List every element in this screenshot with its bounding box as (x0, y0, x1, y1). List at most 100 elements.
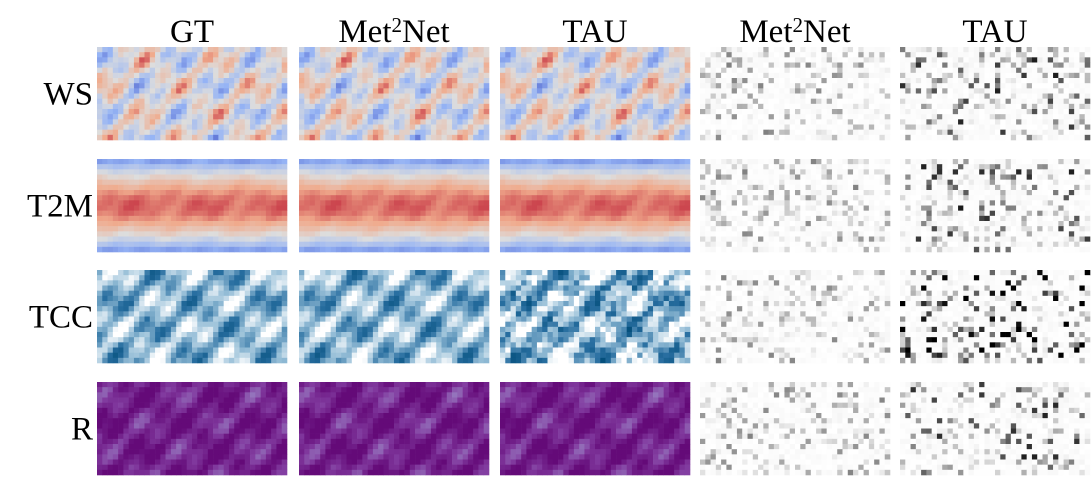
heatmap-cell (223, 62, 230, 68)
heatmap-cell (600, 72, 606, 79)
heatmap-cell (1079, 114, 1086, 120)
heatmap-cell (420, 134, 426, 141)
heatmap-cell (473, 205, 479, 211)
heatmap-cell (383, 124, 390, 130)
heatmap-cell (160, 179, 166, 186)
heatmap-cell (658, 124, 664, 130)
heatmap-cell (170, 226, 177, 232)
heatmap-cell (936, 103, 943, 110)
heatmap-cell (763, 47, 769, 53)
heatmap-cell (218, 195, 224, 201)
heatmap-cell (531, 72, 538, 79)
heatmap-cell (441, 190, 448, 196)
heatmap-cell (118, 93, 124, 99)
heatmap-cell (425, 184, 432, 191)
heatmap-cell (831, 114, 838, 120)
heatmap-cell (452, 200, 458, 206)
heatmap-cell (758, 129, 764, 136)
heatmap-cell (1058, 52, 1064, 58)
heatmap-cell (462, 47, 469, 53)
heatmap-cell (330, 190, 337, 196)
heatmap-cell (758, 62, 764, 68)
heatmap-cell (149, 241, 156, 248)
heatmap-cell (800, 57, 806, 63)
heatmap-cell (234, 67, 240, 74)
heatmap-cell (304, 215, 310, 222)
heatmap-cell (1079, 98, 1086, 105)
heatmap-cell (926, 78, 932, 84)
heatmap-cell (394, 119, 400, 125)
heatmap-cell (181, 114, 188, 120)
heatmap-cell (170, 205, 177, 211)
heatmap-cell (415, 205, 421, 211)
heatmap-cell (478, 195, 485, 201)
heatmap-cell (610, 210, 617, 217)
heatmap-cell (309, 109, 316, 115)
heatmap-cell (372, 246, 379, 253)
heatmap-cell (155, 47, 161, 53)
heatmap-cell (552, 93, 559, 99)
heatmap-cell (579, 47, 585, 53)
heatmap-cell (446, 114, 453, 120)
heatmap-cell (684, 210, 691, 217)
heatmap-cell (128, 195, 135, 201)
heatmap-cell (653, 174, 659, 180)
heatmap-cell (573, 57, 580, 63)
heatmap-cell (97, 236, 103, 242)
heatmap-cell (837, 62, 843, 68)
heatmap-cell (1053, 78, 1059, 84)
heatmap-cell (531, 124, 538, 130)
heatmap-cell (968, 114, 975, 120)
heatmap-cell (510, 83, 517, 89)
heatmap-cell (202, 88, 209, 94)
heatmap-cell (234, 231, 240, 237)
heatmap-cell (642, 134, 649, 141)
heatmap-cell (372, 205, 379, 211)
heatmap-cell (309, 246, 316, 253)
heatmap-cell (1063, 134, 1070, 141)
heatmap-cell (436, 174, 442, 180)
heatmap-cell (552, 103, 559, 110)
heatmap-cell (170, 52, 177, 58)
heatmap-cell (947, 114, 954, 120)
heatmap-cell (309, 226, 316, 232)
heatmap-cell (616, 88, 622, 94)
heatmap-cell (963, 88, 969, 94)
heatmap-cell (357, 159, 363, 165)
heatmap-cell (265, 231, 272, 237)
heatmap-cell (1079, 93, 1086, 99)
heatmap-cell (462, 210, 469, 217)
heatmap-cell (589, 174, 596, 180)
heatmap-cell (325, 119, 331, 125)
heatmap-cell (847, 93, 854, 99)
heatmap-cell (1026, 78, 1033, 84)
heatmap-cell (500, 195, 506, 201)
heatmap-cell (958, 129, 964, 136)
heatmap-cell (399, 221, 405, 227)
heatmap-cell (351, 195, 358, 201)
heatmap-cell (915, 129, 922, 136)
heatmap-cell (425, 57, 432, 63)
heatmap-cell (176, 205, 182, 211)
heatmap-cell (705, 124, 711, 130)
heatmap-cell (515, 159, 522, 165)
heatmap-cell (234, 246, 240, 253)
heatmap-cell (515, 134, 522, 141)
heatmap-cell (346, 72, 353, 79)
heatmap-cell (1042, 72, 1049, 79)
heatmap-cell (816, 67, 822, 74)
heatmap-cell (383, 52, 390, 58)
heatmap-cell (281, 93, 288, 99)
heatmap-cell (144, 57, 151, 63)
heatmap-cell (658, 210, 664, 217)
heatmap-cell (415, 67, 421, 74)
heatmap-cell (139, 169, 145, 175)
heatmap-cell (863, 62, 870, 68)
heatmap-cell (207, 119, 214, 125)
heatmap-cell (102, 129, 108, 136)
heatmap-cell (679, 114, 686, 120)
heatmap-cell (674, 57, 680, 63)
heatmap-cell (320, 57, 326, 63)
heatmap-cell (931, 88, 938, 94)
heatmap-cell (441, 231, 448, 237)
